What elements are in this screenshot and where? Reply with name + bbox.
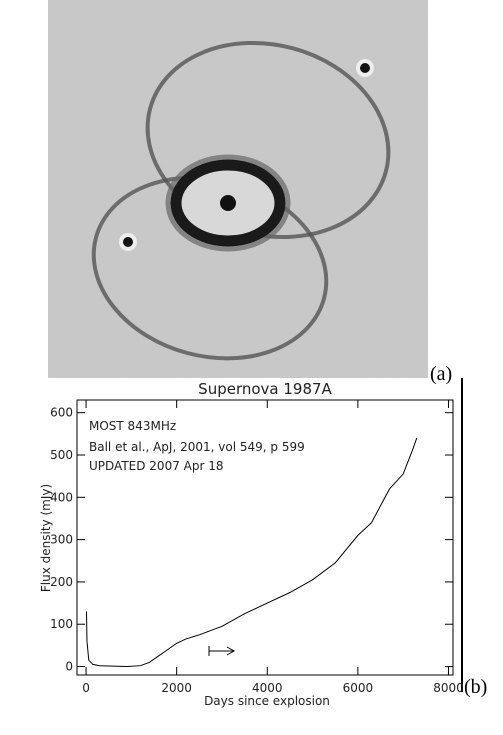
y-tick-label: 500 <box>50 448 73 462</box>
annotation: MOST 843MHz <box>89 419 176 433</box>
y-axis-label: Flux density (mJy) <box>39 484 53 592</box>
arrow <box>208 646 236 656</box>
y-tick-label: 400 <box>50 490 73 504</box>
y-tick-label: 100 <box>50 617 73 631</box>
chart-title: Supernova 1987A <box>198 380 332 398</box>
x-tick-label: 6000 <box>343 681 374 695</box>
x-tick-label: 8000 <box>433 681 464 695</box>
annotation: UPDATED 2007 Apr 18 <box>89 459 224 473</box>
supernova-image <box>48 0 428 378</box>
annotation: Ball et al., ApJ, 2001, vol 549, p 599 <box>89 440 305 454</box>
panel-label: (a) <box>430 363 452 385</box>
x-tick-label: 0 <box>82 681 90 695</box>
x-tick-label: 2000 <box>161 681 192 695</box>
y-tick-label: 300 <box>50 533 73 547</box>
flux-line <box>86 437 418 668</box>
y-tick-label: 0 <box>65 660 73 674</box>
y-tick-label: 200 <box>50 575 73 589</box>
y-tick-label: 600 <box>50 406 73 420</box>
plot-frame <box>76 399 454 676</box>
panel-label: (b) <box>464 676 487 698</box>
x-tick-label: 4000 <box>252 681 283 695</box>
x-axis-label: Days since explosion <box>204 694 330 708</box>
